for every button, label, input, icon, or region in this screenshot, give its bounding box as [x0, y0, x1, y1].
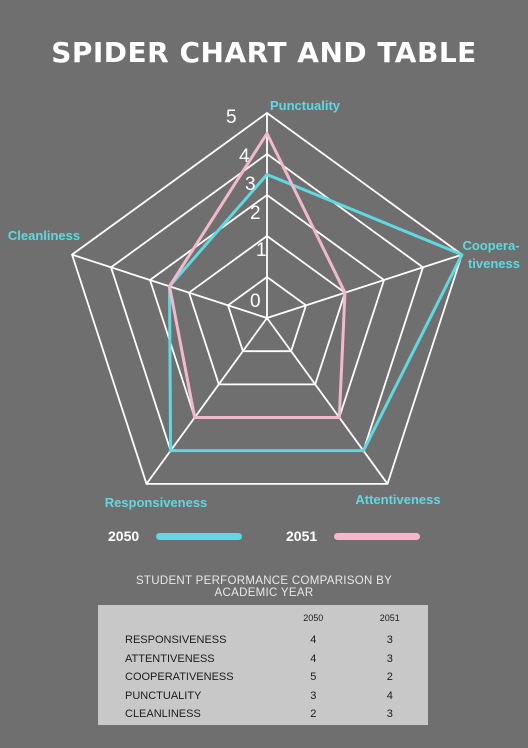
axis-label-cooperativeness: Coopera-: [462, 238, 519, 253]
radar-chart: 0 1 2 3 4 5 Punctuality Coopera- tivenes…: [8, 98, 520, 510]
table-row: PUNCTUALITY 3 4: [98, 687, 428, 706]
grid-ring-2: [187, 234, 347, 386]
tick-label-0: 0: [250, 291, 261, 312]
axis-label-responsiveness: Responsiveness: [105, 495, 208, 510]
legend-label-2050: 2050: [108, 528, 140, 544]
table-row: RESPONSIVENESS 4 3: [98, 631, 428, 650]
row-value-2050: 2: [310, 708, 317, 721]
table-header-2050: 2050: [303, 613, 324, 623]
radar-series: [168, 132, 464, 453]
table-header-2051: 2051: [379, 613, 400, 623]
row-value-2051: 3: [386, 708, 393, 721]
grid-spoke-cooperativeness: [266, 253, 463, 319]
axis-label-cooperativeness-line2: tiveness: [468, 256, 520, 271]
row-value-2050: 4: [310, 652, 317, 665]
row-value-2051: 2: [386, 671, 393, 684]
row-value-2051: 3: [386, 634, 393, 647]
radar-grid: [70, 111, 464, 485]
legend-item-2050: 2050: [108, 528, 242, 544]
tick-label-5: 5: [226, 107, 237, 128]
grid-spoke-responsiveness: [145, 317, 268, 485]
legend: 2050 2051: [0, 528, 528, 552]
table-row: COOPERATIVENESS 5 2: [98, 668, 428, 687]
axis-label-attentiveness: Attentiveness: [355, 492, 440, 507]
row-value-2050: 5: [310, 671, 317, 684]
table-title: STUDENT PERFORMANCE COMPARISON BY ACADEM…: [135, 575, 393, 599]
row-value-2051: 3: [386, 652, 393, 665]
row-value-2050: 4: [310, 634, 317, 647]
data-table: 2050 2051 RESPONSIVENESS 4 3 ATTENTIVENE…: [98, 605, 428, 724]
row-value-2051: 4: [386, 689, 393, 702]
tick-label-4: 4: [239, 146, 250, 167]
grid-ring-1: [226, 275, 308, 353]
table-header-corner: [98, 605, 275, 631]
legend-swatch-2051: [334, 532, 420, 540]
grid-spoke-attentiveness: [266, 317, 389, 485]
tick-label-1: 1: [256, 240, 267, 261]
table-row: CLEANLINESS 2 3: [98, 705, 428, 724]
row-label: RESPONSIVENESS: [125, 634, 227, 647]
row-label: CLEANLINESS: [125, 708, 201, 721]
page-title: SPIDER CHART AND TABLE: [51, 36, 477, 69]
radar-tick-labels: 0 1 2 3 4 5: [226, 107, 267, 312]
axis-label-cleanliness: Cleanliness: [8, 228, 80, 243]
row-label: COOPERATIVENESS: [125, 671, 234, 684]
axis-label-punctuality: Punctuality: [270, 98, 341, 113]
table-header-row: 2050 2051: [98, 605, 428, 631]
row-label: PUNCTUALITY: [125, 689, 202, 702]
row-value-2050: 3: [310, 689, 317, 702]
legend-label-2051: 2051: [286, 528, 318, 544]
tick-label-2: 2: [250, 203, 261, 224]
series-2051: [168, 132, 347, 420]
tick-label-3: 3: [245, 174, 256, 195]
table-row: ATTENTIVENESS 4 3: [98, 650, 428, 669]
legend-swatch-2050: [156, 532, 242, 540]
legend-item-2051: 2051: [286, 528, 420, 544]
series-2050: [168, 173, 464, 453]
grid-ring-5: [70, 111, 464, 485]
row-label: ATTENTIVENESS: [125, 652, 215, 665]
data-table-container: 2050 2051 RESPONSIVENESS 4 3 ATTENTIVENE…: [98, 605, 428, 725]
